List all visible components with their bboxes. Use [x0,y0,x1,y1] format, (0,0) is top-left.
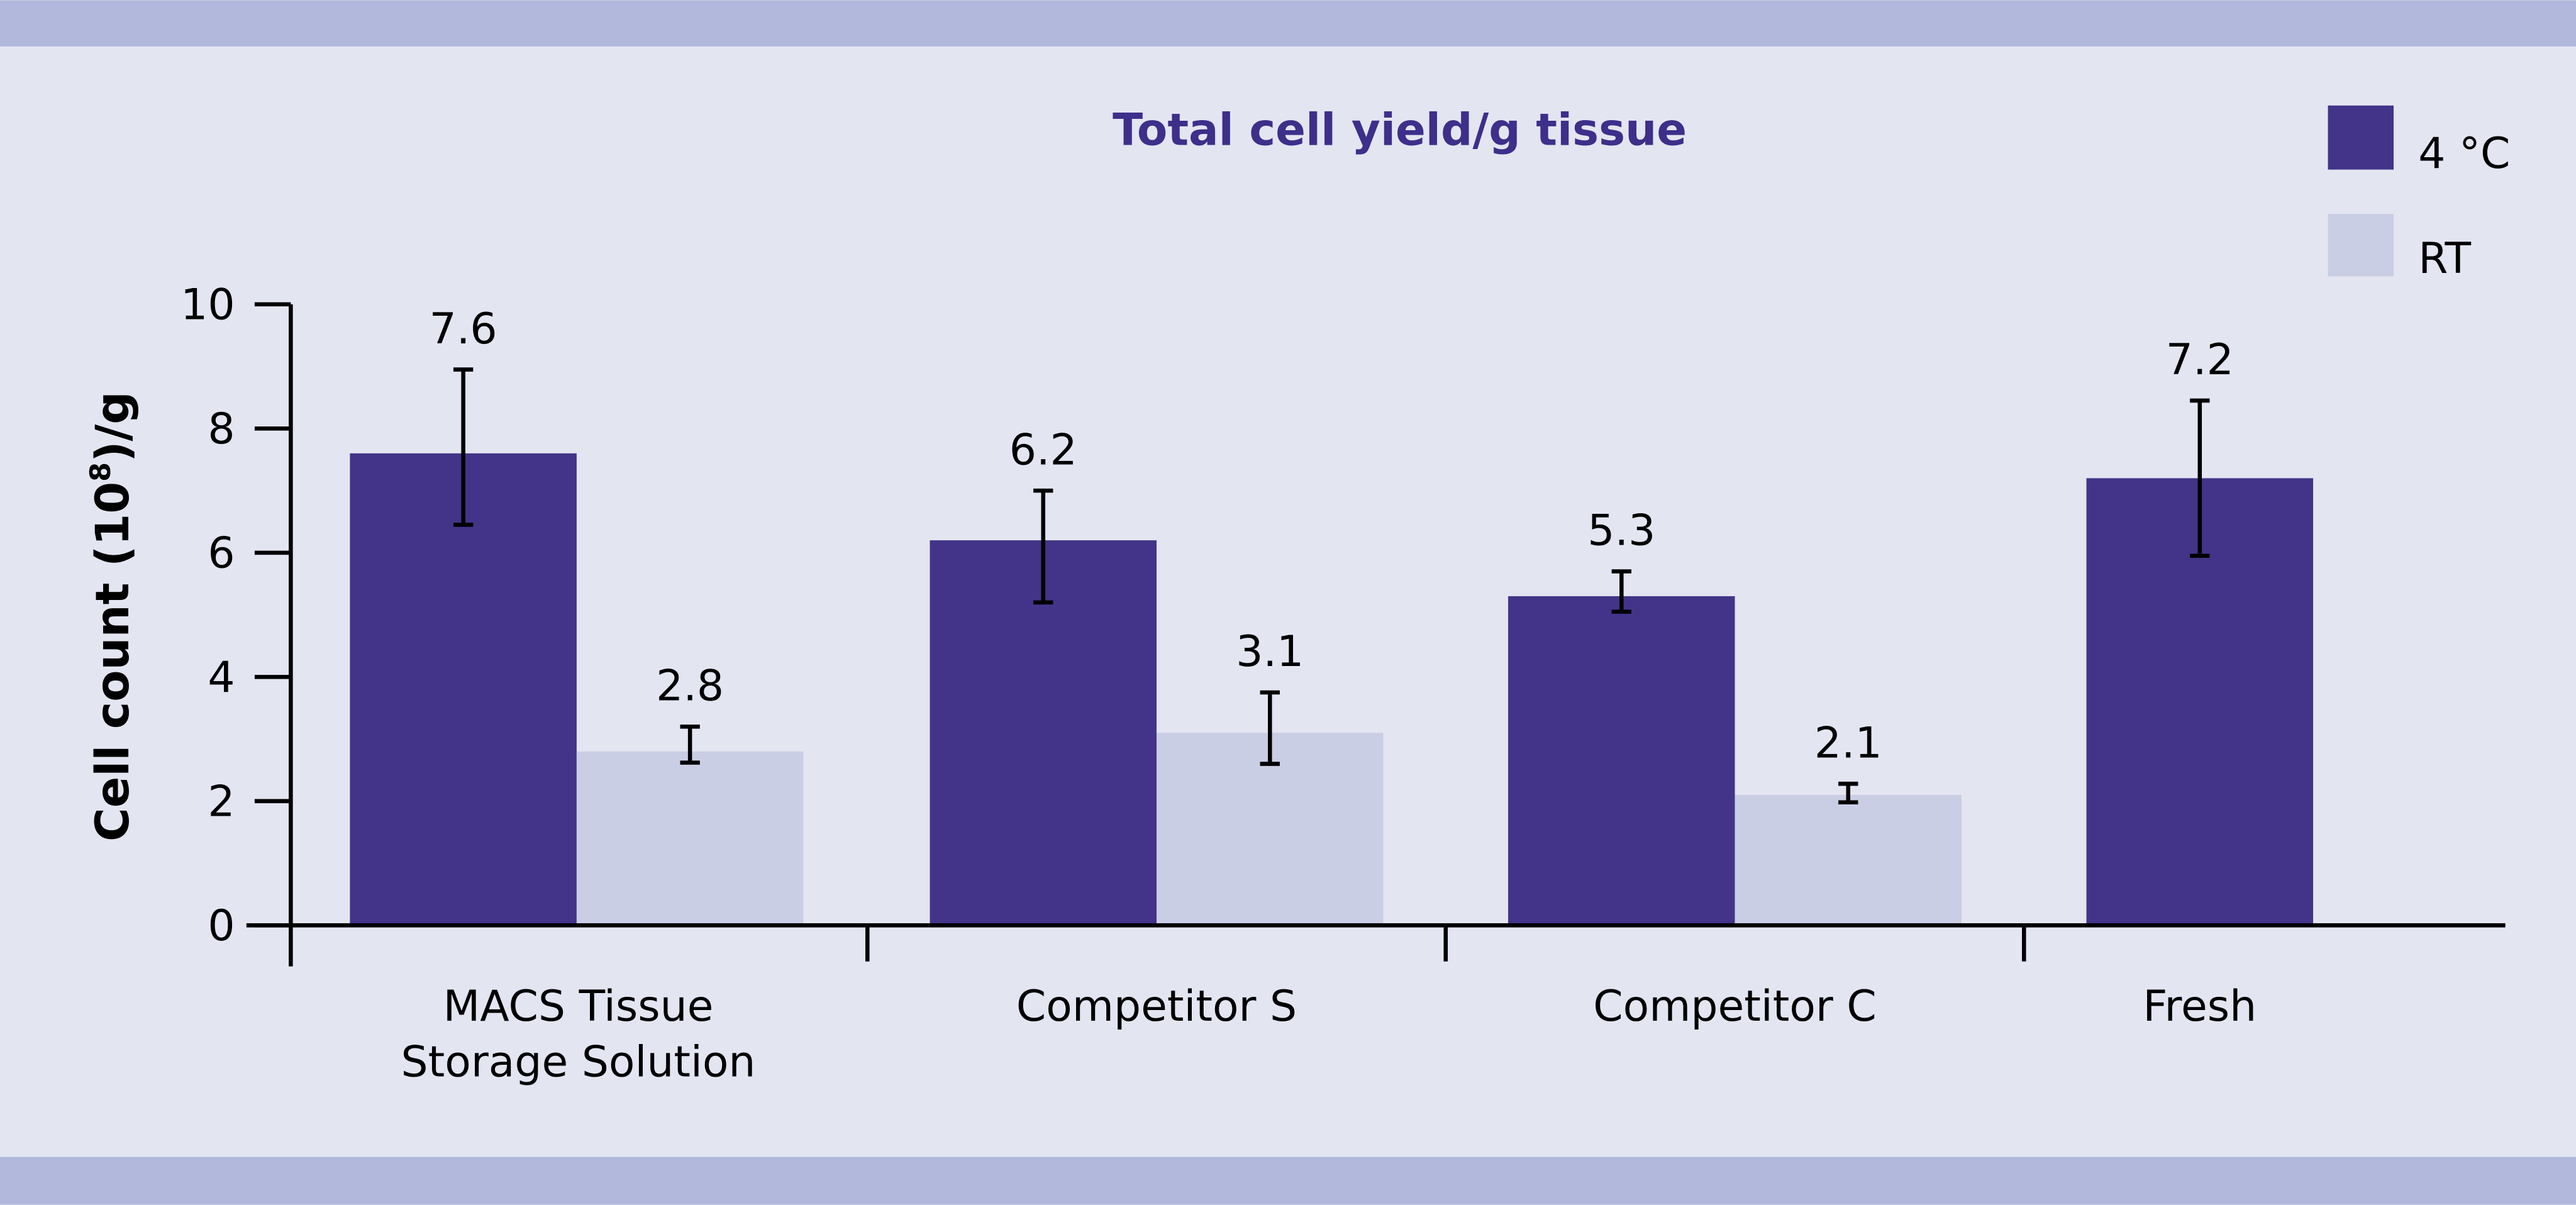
x-category-label: MACS Tissue [443,982,714,1031]
top-band [0,0,2576,47]
data-label: 7.2 [2166,335,2234,385]
y-axis-label: Cell count (108)/g [85,391,140,841]
legend-label-rt: RT [2418,234,2471,284]
y-axis-label-superscript: 8 [85,462,117,482]
bar [350,453,577,926]
y-tick-label: 2 [208,777,235,826]
x-category-label: Storage Solution [401,1038,756,1087]
x-category-label: Competitor C [1593,982,1877,1031]
x-category-label: Fresh [2143,982,2257,1031]
data-label: 7.6 [430,304,497,354]
bar [1508,596,1735,926]
data-label: 2.1 [1814,718,1882,768]
y-tick-label: 4 [208,653,235,702]
legend-swatch-4c [2328,105,2394,170]
data-label: 3.1 [1236,627,1304,677]
legend-swatch-rt [2328,214,2394,277]
bar [576,751,804,926]
y-tick-label: 10 [180,280,235,330]
y-tick-label: 0 [208,901,235,951]
chart-title: Total cell yield/g tissue [1113,104,1687,155]
y-tick-label: 8 [208,404,235,454]
legend-label-4c: 4 °C [2418,129,2510,179]
bar [930,540,1157,926]
y-tick-label: 6 [208,528,235,578]
bottom-band [0,1157,2576,1205]
x-category-label: Competitor S [1016,982,1297,1031]
bar [1735,794,1962,926]
data-label: 6.2 [1009,425,1077,475]
legend: 4 °C RT [2328,105,2510,284]
data-label: 2.8 [656,662,724,711]
data-label: 5.3 [1587,506,1655,556]
